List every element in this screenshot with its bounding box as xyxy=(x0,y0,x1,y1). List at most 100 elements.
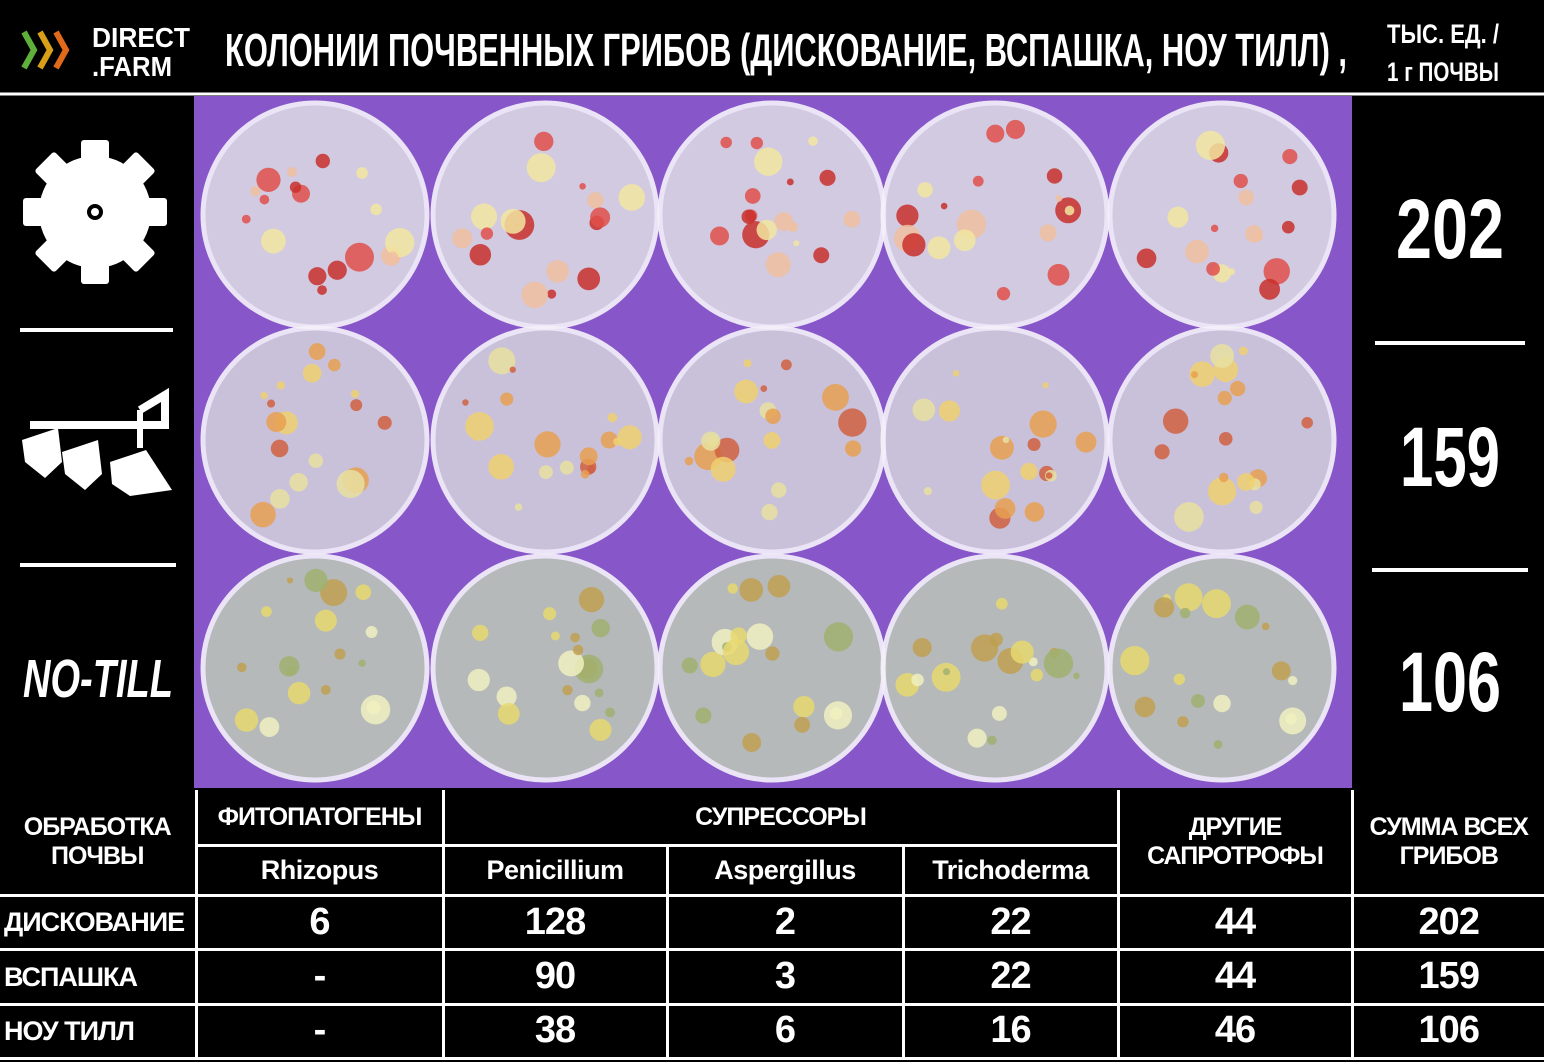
colony xyxy=(971,634,999,662)
colony xyxy=(761,503,778,521)
colony xyxy=(587,465,596,474)
colony xyxy=(267,399,276,408)
colony xyxy=(467,668,490,692)
colony xyxy=(260,391,268,400)
subheader-row: Rhizopus Penicillium Aspergillus Trichoderm… xyxy=(0,843,1544,898)
colony xyxy=(1075,431,1097,453)
colony xyxy=(1179,607,1191,619)
colony xyxy=(386,251,399,264)
colony xyxy=(967,728,987,748)
colony xyxy=(488,454,514,480)
colony xyxy=(256,167,281,192)
plow-icon xyxy=(22,387,172,496)
cell-value: 2 xyxy=(665,894,905,952)
colony xyxy=(497,702,520,725)
colony xyxy=(1030,668,1044,682)
colony xyxy=(1288,675,1298,686)
colony xyxy=(989,435,1014,460)
colony xyxy=(259,717,280,737)
gear-tooth xyxy=(120,152,155,187)
title: КОЛОНИИ ПОЧВЕННЫХ ГРИБОВ (ДИСКОВАНИЕ, ВС… xyxy=(225,24,1347,76)
colony xyxy=(1263,258,1290,285)
colony xyxy=(1177,716,1189,728)
colony xyxy=(320,684,331,695)
colony xyxy=(996,287,1011,301)
gear-tooth xyxy=(81,140,109,164)
colony xyxy=(358,659,366,667)
colony xyxy=(730,627,747,645)
colony xyxy=(250,501,276,528)
column-header: СУПРЕССОРЫ xyxy=(441,790,1120,847)
colony xyxy=(1237,473,1255,491)
cell-value: 6 xyxy=(194,894,445,952)
colony xyxy=(1191,693,1206,708)
colony xyxy=(1208,477,1237,506)
table-row: НОУ ТИЛЛ -38 6 16 46 106 xyxy=(0,1002,1544,1061)
colony xyxy=(385,227,415,258)
colony xyxy=(986,124,1005,143)
colony xyxy=(562,684,573,696)
cell-value: 202 xyxy=(1350,894,1544,952)
colony xyxy=(558,650,585,677)
colony xyxy=(1027,437,1041,452)
colony xyxy=(514,503,523,511)
colony xyxy=(356,167,368,179)
colony xyxy=(701,431,721,451)
colony xyxy=(452,228,473,249)
colony xyxy=(259,194,270,205)
dish xyxy=(200,553,430,783)
colony xyxy=(1185,239,1209,264)
colony xyxy=(1271,661,1291,681)
colony xyxy=(328,358,341,372)
colony xyxy=(1210,343,1235,368)
cell-value: 22 xyxy=(901,948,1120,1006)
colony xyxy=(743,359,752,368)
colony xyxy=(377,415,392,430)
colony xyxy=(1174,502,1204,532)
dish xyxy=(200,325,430,555)
colony xyxy=(734,379,758,404)
colony xyxy=(896,204,919,227)
colony xyxy=(578,586,605,613)
colony xyxy=(722,638,750,666)
cell-value: 3 xyxy=(665,948,905,1006)
colony xyxy=(1039,224,1057,242)
colony xyxy=(1233,173,1248,189)
column-header: СУММА ВСЕХ ГРИБОВ xyxy=(1350,790,1544,898)
cell-value: 16 xyxy=(901,1002,1120,1061)
column-subheader: Aspergillus xyxy=(665,843,905,898)
colony xyxy=(589,718,612,741)
colony xyxy=(521,281,549,309)
colony xyxy=(572,644,584,656)
colony xyxy=(1047,263,1070,286)
colony xyxy=(994,498,1016,519)
colony xyxy=(746,623,774,650)
colony xyxy=(261,606,272,617)
colony xyxy=(308,453,324,468)
colony xyxy=(1301,416,1313,429)
colony xyxy=(940,202,948,210)
cell-value: 128 xyxy=(441,894,669,952)
row-label: ВСПАШКА xyxy=(0,948,198,1006)
colony xyxy=(750,136,764,150)
colony xyxy=(681,657,698,674)
row-label: ДИСКОВАНИЕ xyxy=(0,894,198,952)
unit-label: ТЫС. ЕД. / xyxy=(1387,19,1499,49)
colony xyxy=(1045,472,1053,479)
colony xyxy=(270,489,290,509)
colony xyxy=(1055,194,1063,202)
colony xyxy=(365,626,378,639)
colony xyxy=(765,252,791,278)
colony xyxy=(590,207,611,228)
colony xyxy=(286,666,296,676)
colony xyxy=(771,482,787,498)
colony xyxy=(1154,444,1170,460)
gear-tooth xyxy=(35,237,70,272)
colony xyxy=(843,210,861,228)
colony xyxy=(714,437,740,463)
colony xyxy=(741,209,757,224)
colony xyxy=(1229,380,1246,397)
colony xyxy=(1249,500,1263,514)
colony xyxy=(276,381,285,390)
colony xyxy=(1042,382,1049,389)
